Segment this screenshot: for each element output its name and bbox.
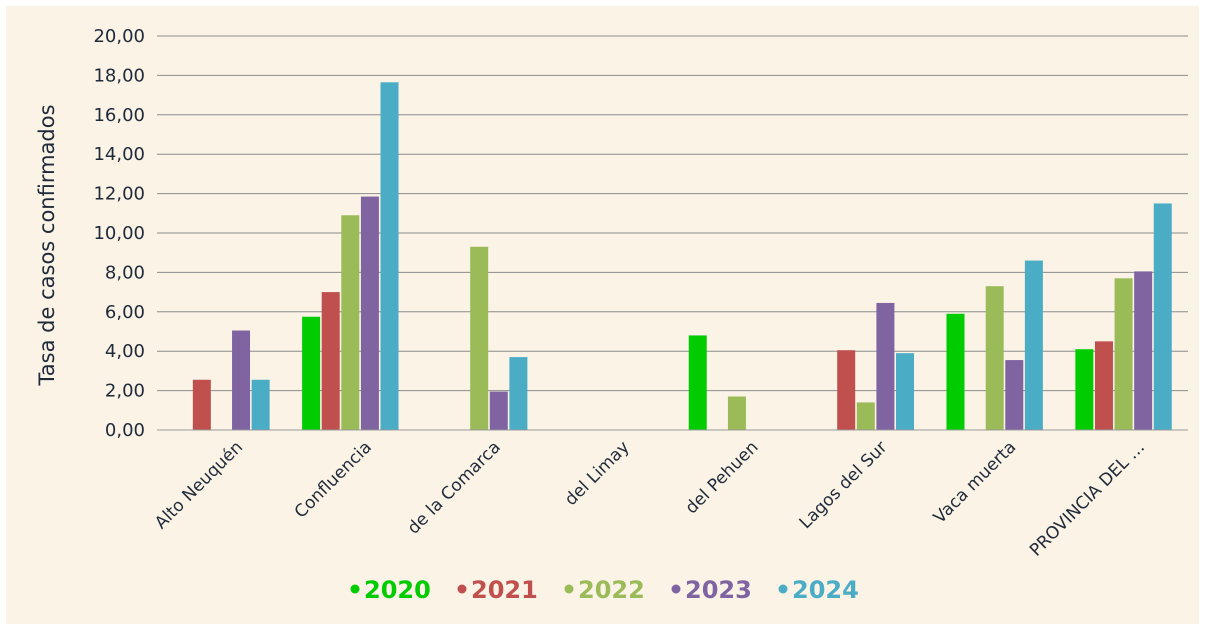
bar-2022-7 [1114,278,1133,430]
bar-2022-1 [341,215,360,430]
bar-2021-7 [1094,341,1113,430]
bar-2024-6 [1024,260,1043,430]
bar-2021-0 [192,379,211,430]
legend-marker-2020 [350,584,360,594]
bar-2024-2 [509,357,528,430]
bar-2021-5 [837,350,856,430]
bar-2020-1 [302,316,321,430]
legend-label-2020: 2020 [364,576,431,604]
x-category-label: Vaca muerta [930,437,1020,527]
y-tick-label: 20,00 [93,26,145,47]
y-axis-ticks: 0,00 2,00 4,00 6,00 8,00 10,00 12,00 14,00 16,00… [93,26,145,441]
x-category-label: Lagos del Sur [796,437,892,533]
legend-label-2021: 2021 [471,576,538,604]
legend-marker-2022 [564,584,574,594]
legend-marker-2021 [457,584,467,594]
bar-2024-7 [1153,203,1172,430]
y-tick-label: 18,00 [93,65,145,86]
bar-2023-6 [1005,360,1024,430]
bar-2022-2 [470,246,489,430]
bar-2020-4 [688,335,707,430]
legend: 2020 2021 2022 2023 2024 [350,576,859,604]
bar-2024-0 [251,379,270,430]
bar-2023-0 [232,330,251,430]
legend-marker-2024 [778,584,788,594]
y-tick-label: 10,00 [93,223,145,244]
bar-2024-5 [896,353,915,430]
chart-card: 0,00 2,00 4,00 6,00 8,00 10,00 12,00 14,00 16,00… [6,6,1199,624]
y-tick-label: 16,00 [93,105,145,126]
bar-chart: 0,00 2,00 4,00 6,00 8,00 10,00 12,00 14,00 16,00… [35,26,1188,604]
x-category-label: PROVINCIA DEL … [1026,437,1149,560]
x-category-label: de la Comarca [404,437,505,538]
x-axis-categories: Alto Neuquén Confluencia de la Comarca del … [151,437,1149,560]
y-tick-label: 12,00 [93,184,145,205]
y-axis-title: Tasa de casos confirmados [35,104,59,386]
bar-2023-1 [360,196,379,430]
x-category-label: del Limay [561,437,634,510]
bars [192,82,1172,431]
legend-label-2022: 2022 [578,576,645,604]
legend-label-2024: 2024 [792,576,859,604]
bar-2024-1 [380,82,399,431]
bar-2023-5 [876,302,895,430]
legend-label-2023: 2023 [685,576,752,604]
bar-2022-6 [985,286,1004,430]
y-tick-label: 6,00 [105,302,145,323]
x-category-label: del Pehuen [682,437,763,518]
bar-2023-2 [489,391,508,430]
x-category-label: Alto Neuquén [151,437,247,533]
y-tick-label: 2,00 [105,381,145,402]
y-tick-label: 0,00 [105,420,145,441]
y-tick-label: 14,00 [93,144,145,165]
x-category-label: Confluencia [291,437,376,522]
bar-2020-7 [1075,349,1094,430]
legend-marker-2023 [671,584,681,594]
bar-2020-6 [946,313,965,430]
bar-2021-1 [321,292,340,430]
y-tick-label: 4,00 [105,341,145,362]
bar-2023-7 [1134,271,1153,430]
bar-2022-5 [856,402,875,430]
bar-2022-4 [727,396,746,430]
y-tick-label: 8,00 [105,262,145,283]
